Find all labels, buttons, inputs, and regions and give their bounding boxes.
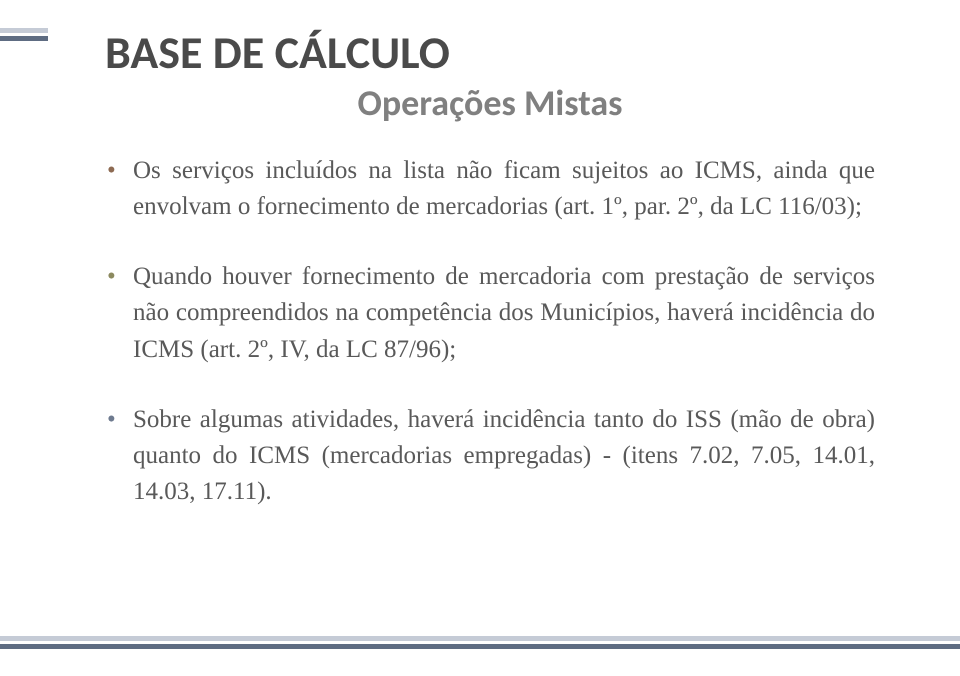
slide-content: BASE DE CÁLCULO Operações Mistas Os serv… <box>0 0 960 511</box>
list-item: Quando houver fornecimento de mercadoria… <box>105 259 875 368</box>
list-item: Sobre algumas atividades, haverá incidên… <box>105 402 875 511</box>
page-subtitle: Operações Mistas <box>105 81 875 125</box>
bullet-list: Os serviços incluídos na lista não ficam… <box>105 153 875 511</box>
list-item: Os serviços incluídos na lista não ficam… <box>105 153 875 226</box>
stripe-light <box>0 636 960 641</box>
top-left-decor <box>0 28 48 44</box>
bottom-decor <box>0 636 960 652</box>
stripe-dark <box>0 36 48 41</box>
stripe-light <box>0 28 48 33</box>
stripe-dark <box>0 644 960 649</box>
page-title: BASE DE CÁLCULO <box>105 28 875 79</box>
